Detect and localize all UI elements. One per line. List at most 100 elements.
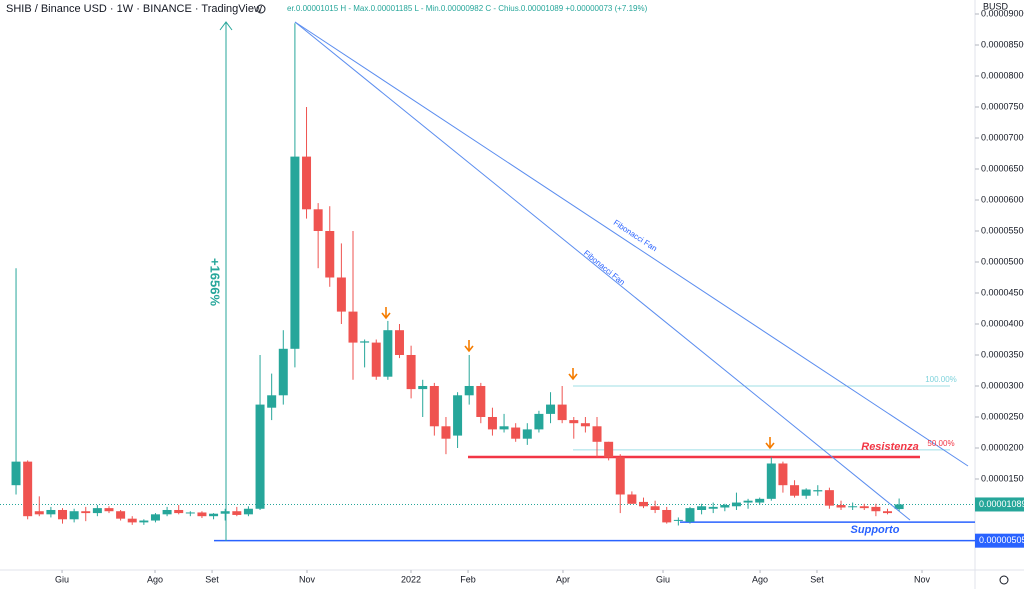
arrow [765, 437, 775, 450]
candle-body [487, 416, 497, 430]
fib-label: 100.00% [925, 375, 957, 384]
y-tick-label: 0.00002000 [981, 442, 1024, 452]
candle-body [580, 423, 590, 427]
candle-body [394, 330, 404, 355]
y-tick-label: 0.00003500 [981, 349, 1024, 359]
candle-body [685, 508, 695, 522]
candle-body [360, 341, 370, 343]
symbol: SHIB / Binance USD · 1W · BINANCE · Trad… [6, 3, 262, 15]
y-tick-label: 0.00008000 [981, 70, 1024, 80]
y-tick-label: 0.00004000 [981, 318, 1024, 328]
candle-body [243, 508, 253, 515]
x-tick-label: Set [810, 574, 824, 584]
candle-body [546, 404, 556, 414]
candle-body [220, 511, 230, 514]
plot [0, 23, 975, 542]
x-tick-label: Set [205, 574, 219, 584]
y-tick-label: 0.00009000 [981, 8, 1024, 18]
candle-body [883, 511, 893, 514]
candle-body [604, 441, 614, 458]
y-tick-label: 0.00003000 [981, 380, 1024, 390]
candle-body [92, 508, 102, 514]
fib-label: 50.00% [927, 439, 954, 448]
price-box-label: 0.00001089 [979, 499, 1024, 509]
candle-body [476, 385, 486, 417]
arrow [381, 307, 391, 320]
candle-body [778, 463, 788, 486]
support-label: Supporto [851, 524, 900, 536]
candle-body [150, 514, 160, 521]
measure-label: +1656% [208, 258, 223, 307]
candle-body [116, 511, 126, 519]
eye-icon[interactable] [256, 4, 266, 14]
candle-body [592, 426, 602, 442]
candle-body [336, 277, 346, 312]
candle-body [209, 513, 219, 517]
y-tick-label: 0.00007000 [981, 132, 1024, 142]
candle-body [790, 485, 800, 496]
resistance-label: Resistenza [861, 441, 918, 453]
candle-body [302, 156, 312, 210]
settings-icon[interactable] [999, 575, 1009, 585]
x-tick-label: Apr [556, 574, 570, 584]
y-tick-label: 0.00002500 [981, 411, 1024, 421]
arrow [568, 368, 578, 381]
x-tick-label: Giu [55, 574, 69, 584]
candle-body [290, 156, 300, 349]
candle-body [627, 494, 637, 504]
candle-body [824, 490, 834, 506]
candle-body [34, 511, 44, 515]
candle-body [708, 506, 718, 509]
candle-body [720, 505, 730, 508]
candle-body [615, 457, 625, 495]
candle-body [441, 426, 451, 439]
x-tick-label: Feb [460, 574, 476, 584]
measure-arrow [219, 21, 233, 31]
x-tick-label: Ago [752, 574, 768, 584]
candle-body [871, 506, 881, 512]
candle-body [650, 506, 660, 510]
x-tick-label: Nov [299, 574, 316, 584]
arrow [464, 340, 474, 353]
candle-body [81, 511, 91, 514]
candle-body [673, 519, 683, 521]
candle-body [697, 506, 707, 510]
candle-body [813, 490, 823, 492]
candle-body [406, 354, 416, 390]
candle-body [197, 512, 207, 517]
candle-body [755, 498, 765, 503]
y-tick-label: 0.00001500 [981, 473, 1024, 483]
candle-body [58, 509, 68, 520]
price-box-label: 0.00000505 [979, 535, 1024, 545]
y-tick-label: 0.00005000 [981, 256, 1024, 266]
candle-body [569, 420, 579, 424]
candle-body [371, 342, 381, 377]
y-tick-label: 0.00005500 [981, 225, 1024, 235]
y-tick-label: 0.00007500 [981, 101, 1024, 111]
candle-body [453, 395, 463, 436]
candle-body [348, 311, 358, 343]
arrows [381, 307, 775, 450]
candle-body [894, 504, 904, 510]
candle-body [743, 500, 753, 503]
candle-body [185, 512, 195, 514]
ohlc: er.0.00001015 H - Max.0.00001185 L - Min… [287, 4, 648, 13]
candle-body [46, 509, 56, 515]
candle-body [383, 330, 393, 377]
y-tick-label: 0.00006500 [981, 163, 1024, 173]
candle-body [11, 461, 21, 486]
candle-body [139, 520, 149, 523]
y-tick-label: 0.00004500 [981, 287, 1024, 297]
candle-body [104, 508, 114, 512]
candle-body [69, 511, 79, 520]
x-tick-label: Giu [656, 574, 670, 584]
candle-body [766, 463, 776, 499]
candle-body [638, 501, 648, 507]
candle-body [174, 509, 184, 514]
currency: BUSD [983, 1, 1009, 11]
candle-body [511, 427, 521, 439]
candle-body [278, 348, 288, 396]
candle-body [313, 209, 323, 232]
candle-body [127, 518, 137, 523]
